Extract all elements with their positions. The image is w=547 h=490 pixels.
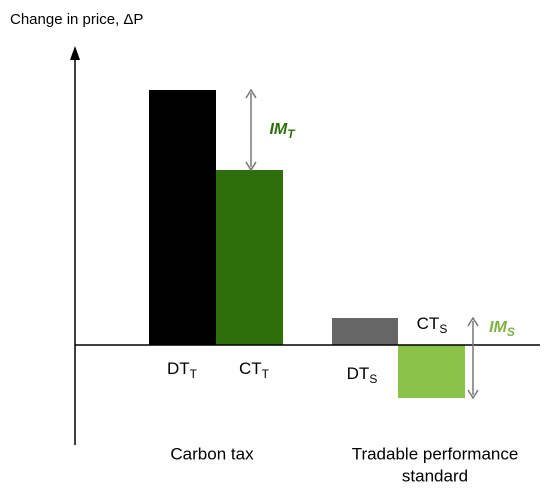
bar-label: CTT <box>239 359 270 381</box>
bar <box>398 345 465 398</box>
arrow-head <box>467 389 479 400</box>
bar-label-sub: T <box>190 367 198 381</box>
annotation-main: IM <box>489 319 507 336</box>
arrow-head <box>467 316 479 327</box>
chart-title: Change in price, ΔP <box>10 11 143 28</box>
arrow-head <box>245 161 257 172</box>
bar-label-main: CT <box>417 314 440 333</box>
bar-label: DTS <box>347 364 378 386</box>
bar <box>332 318 398 345</box>
y-axis-arrow <box>70 46 80 60</box>
bar-label-main: CT <box>239 359 262 378</box>
annotation-sub: S <box>507 325 515 339</box>
group-label: standard <box>402 466 468 485</box>
bar-label-main: DT <box>347 364 370 383</box>
bar-label-sub: S <box>439 322 447 336</box>
arrow-head <box>245 88 257 99</box>
annotation: IMT <box>269 121 296 141</box>
bar-label-sub: T <box>262 367 270 381</box>
group-label: Tradable performance <box>352 444 519 463</box>
annotation-sub: T <box>287 127 296 141</box>
annotation-main: IM <box>269 121 287 138</box>
bar-label: DTT <box>167 359 198 381</box>
bar-label-main: DT <box>167 359 190 378</box>
bar <box>216 170 283 345</box>
annotation: IMS <box>489 319 515 339</box>
bar <box>149 90 216 345</box>
group-label: Carbon tax <box>170 444 254 463</box>
bar-label-sub: S <box>369 372 377 386</box>
bar-label: CTS <box>417 314 448 336</box>
